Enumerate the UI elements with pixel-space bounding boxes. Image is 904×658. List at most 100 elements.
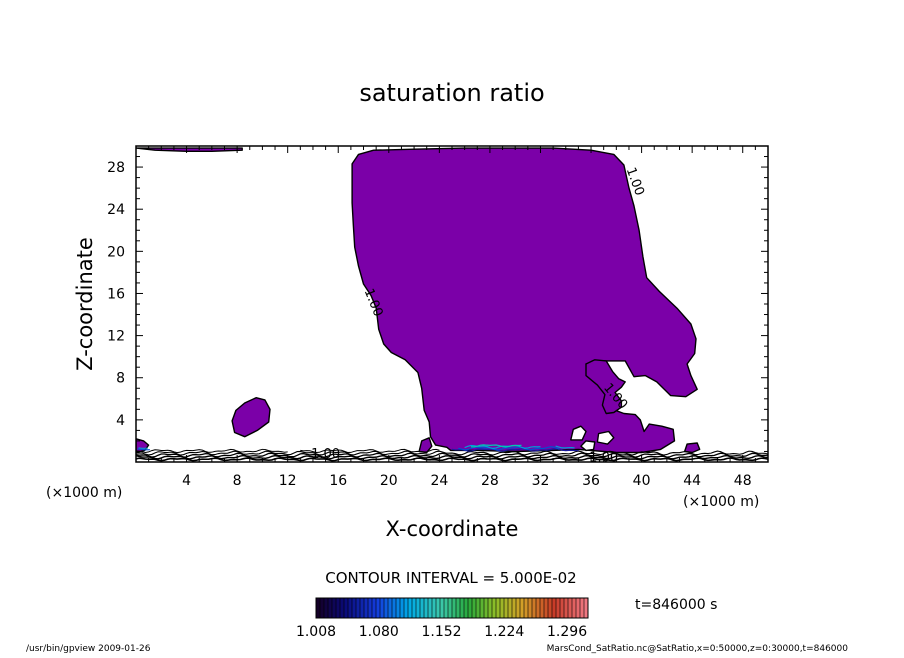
x-axis-title: X-coordinate [386,517,519,541]
colorbar-cell [524,598,528,618]
colorbar-cell [316,598,320,618]
colorbar-cell [472,598,476,618]
colorbar-cell [388,598,392,618]
colorbar-cell [424,598,428,618]
y-tick-label: 4 [116,413,125,429]
colorbar-cell [508,598,512,618]
colorbar-cell [340,598,344,618]
colorbar-cell [408,598,412,618]
y-tick-label: 24 [107,202,125,218]
colorbar-cell [500,598,504,618]
x-tick-label: 16 [329,473,347,489]
colorbar-cell [488,598,492,618]
surface-contour-line [137,449,150,450]
footer-left: /usr/bin/gpview 2009-01-26 [26,644,151,654]
colorbar-cell [560,598,564,618]
colorbar-tick-label: 1.152 [421,624,461,640]
colorbar-cell [532,598,536,618]
colorbar-cell [320,598,324,618]
colorbar-cell [400,598,404,618]
colorbar-cell [456,598,460,618]
x-tick-label: 40 [633,473,651,489]
colorbar-cell [372,598,376,618]
footer-right: MarsCond_SatRatio.nc@SatRatio,x=0:50000,… [547,644,849,654]
colorbar-cell [396,598,400,618]
colorbar-cell [384,598,388,618]
colorbar-cell [392,598,396,618]
colorbar-cell [452,598,456,618]
colorbar-cell [568,598,572,618]
colorbar-cell [476,598,480,618]
colorbar-cell [540,598,544,618]
colorbar-cell [460,598,464,618]
x-tick-label: 44 [683,473,701,489]
colorbar-cell [380,598,384,618]
colorbar-cell [420,598,424,618]
colorbar-cell [528,598,532,618]
colorbar-cell [336,598,340,618]
colorbar-cell [576,598,580,618]
time-label: t=846000 s [635,597,717,613]
x-tick-label: 20 [380,473,398,489]
colorbar-cell [504,598,508,618]
colorbar-cell [344,598,348,618]
colorbar-cell [448,598,452,618]
colorbar-cell [556,598,560,618]
colorbar-cell [360,598,364,618]
y-axis-title: Z-coordinate [73,237,97,371]
colorbar-cell [416,598,420,618]
chart-title: saturation ratio [359,79,544,107]
colorbar-cell [536,598,540,618]
x-axis-unit-right: (×1000 m) [683,494,759,510]
x-tick-label: 32 [532,473,550,489]
x-tick-label: 12 [279,473,297,489]
colorbar-tick-label: 1.080 [359,624,399,640]
colorbar-cell [432,598,436,618]
y-tick-label: 20 [107,244,125,260]
colorbar-cell [324,598,328,618]
x-tick-label: 36 [582,473,600,489]
colorbar-cell [348,598,352,618]
x-tick-label: 8 [233,473,242,489]
y-tick-label: 8 [116,371,125,387]
colorbar [316,598,588,618]
colorbar-cell [580,598,584,618]
colorbar-cell [404,598,408,618]
x-axis-unit-left: (×1000 m) [46,485,122,501]
colorbar-cell [544,598,548,618]
colorbar-tick-label: 1.296 [547,624,587,640]
colorbar-cell [440,598,444,618]
colorbar-cell [332,598,336,618]
colorbar-cell [328,598,332,618]
y-tick-label: 12 [107,329,125,345]
colorbar-cell [492,598,496,618]
colorbar-cell [368,598,372,618]
x-tick-label: 48 [734,473,752,489]
colorbar-cell [352,598,356,618]
colorbar-cell [548,598,552,618]
colorbar-cell [484,598,488,618]
colorbar-cell [512,598,516,618]
y-tick-label: 16 [107,286,125,302]
colorbar-cell [464,598,468,618]
colorbar-cell [444,598,448,618]
contour-interval-text: CONTOUR INTERVAL = 5.000E-02 [325,569,576,587]
x-tick-label: 28 [481,473,499,489]
colorbar-cell [356,598,360,618]
colorbar-cell [520,598,524,618]
colorbar-cell [468,598,472,618]
colorbar-cell [412,598,416,618]
x-tick-label: 4 [182,473,191,489]
colorbar-cell [436,598,440,618]
contour-label: 1.00 [589,450,618,465]
colorbar-cell [480,598,484,618]
colorbar-cell [496,598,500,618]
colorbar-cell [516,598,520,618]
colorbar-cell [572,598,576,618]
colorbar-cell [564,598,568,618]
colorbar-tick-label: 1.008 [296,624,336,640]
colorbar-cell [552,598,556,618]
colorbar-cell [376,598,380,618]
